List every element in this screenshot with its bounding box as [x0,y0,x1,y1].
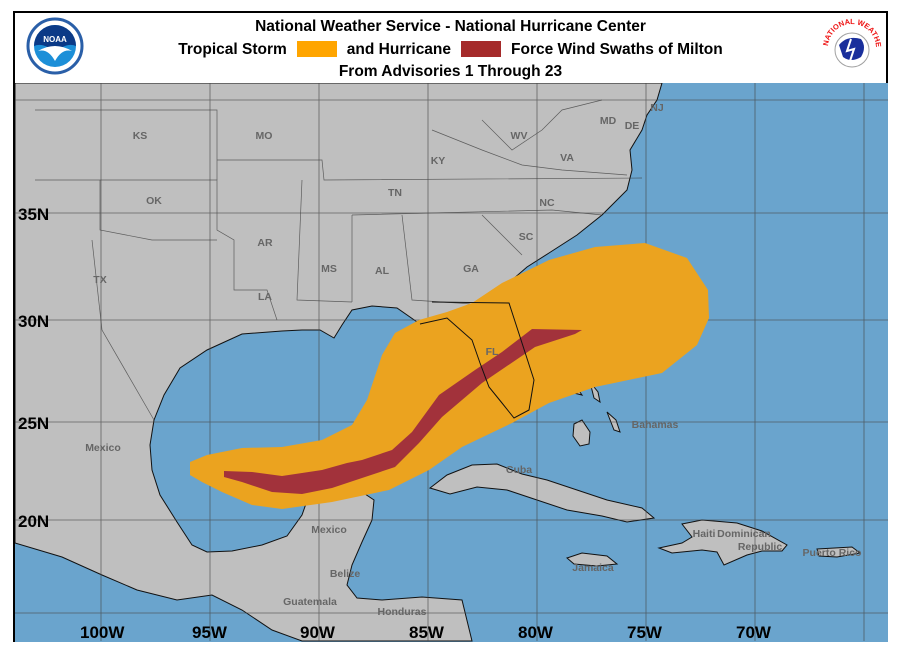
legend-middle: and Hurricane [346,41,452,58]
label-mo: MO [256,130,273,142]
label-de: DE [625,120,640,132]
state-borders [35,99,643,421]
map-header: NOAA National Weather Service - National… [13,11,888,85]
lat-label-20n: 20N [18,512,49,531]
label-wv: WV [511,130,528,142]
lat-label-35n: 35N [18,205,49,224]
label-nc: NC [539,197,555,209]
label-nj: NJ [650,102,664,114]
label-md: MD [600,115,617,127]
lat-label-25n: 25N [18,414,49,433]
label-la: LA [258,291,272,303]
north-central-america-land [14,82,663,642]
label-ok: OK [146,195,162,207]
bahamas-andros [572,419,591,447]
cuba [428,463,656,523]
label-ms: MS [321,263,337,275]
nws-logo: NATIONAL WEATHER SERVICE [821,17,883,77]
lon-label-90w: 90W [300,623,336,642]
label-ky: KY [431,155,446,167]
label-tn: TN [388,187,402,199]
label-honduras: Honduras [377,606,426,618]
label-ar: AR [257,237,273,249]
label-guatemala: Guatemala [283,596,337,608]
place-labels: KS MO KY WV VA OK AR TN NC SC GA TX MS A… [85,102,861,618]
lat-label-30n: 30N [18,312,49,331]
label-va: VA [560,152,574,164]
label-fl: FL [486,346,499,358]
hurricane-swatch [461,41,502,57]
label-haiti: Haiti [693,528,716,540]
lon-label-95w: 95W [192,623,228,642]
legend-line: Tropical Storm and Hurricane Force Wind Sw… [15,41,886,59]
legend-prefix: Tropical Storm [178,41,287,58]
longitude-labels: 100W 95W 90W 85W 80W 75W 70W [80,623,772,642]
lon-label-100w: 100W [80,623,125,642]
map-canvas: KS MO KY WV VA OK AR TN NC SC GA TX MS A… [14,82,888,642]
label-republic: Republic [738,541,782,553]
label-tx: TX [93,274,106,286]
noaa-logo: NOAA [26,17,84,75]
label-ks: KS [133,130,148,142]
label-mexico-north: Mexico [85,442,121,454]
lon-label-85w: 85W [409,623,445,642]
lon-label-75w: 75W [627,623,663,642]
label-puerto-rico: Puerto Rico [803,547,862,559]
label-al: AL [375,265,390,277]
label-belize: Belize [330,568,361,580]
lon-label-80w: 80W [518,623,554,642]
label-cuba: Cuba [506,464,532,476]
tropical-storm-swatch [296,41,337,57]
latitude-labels: 35N 30N 25N 20N [18,205,49,531]
map-subtitle: From Advisories 1 Through 23 [338,63,563,80]
florida-outline [419,301,535,419]
noaa-logo-text: NOAA [43,35,67,44]
label-bahamas: Bahamas [632,419,679,431]
wind-swath-map: KS MO KY WV VA OK AR TN NC SC GA TX MS A… [13,82,888,642]
map-title: National Weather Service - National Hurr… [255,18,646,35]
hurricane-swath [224,329,582,494]
legend-suffix: Force Wind Swaths of Milton [511,41,723,58]
label-mexico-south: Mexico [311,524,347,536]
jamaica [566,552,619,567]
label-ga: GA [463,263,479,275]
puerto-rico [816,546,862,558]
lon-label-70w: 70W [736,623,772,642]
label-dominican: Dominican [717,528,771,540]
tropical-storm-swath [190,243,709,509]
label-sc: SC [519,231,534,243]
label-jamaica: Jamaica [572,562,614,574]
